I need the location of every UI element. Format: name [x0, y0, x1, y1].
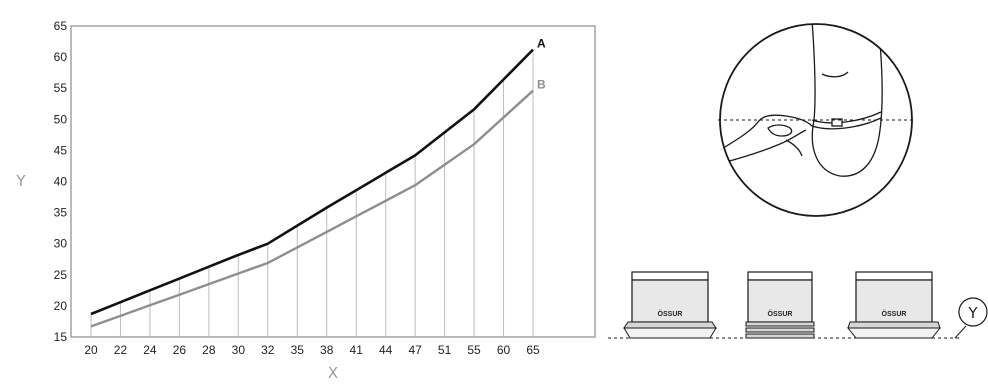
tape-buckle	[831, 118, 843, 127]
thumb	[767, 124, 793, 137]
liner-cup-2: ÖSSUR	[745, 271, 815, 339]
x-tick-label: 22	[114, 343, 128, 357]
knee-crease	[821, 71, 849, 78]
callout-label: Y	[967, 304, 978, 322]
liner-cups-illustration: ÖSSUR ÖSSUR ÖSSUR Y	[608, 271, 988, 339]
y-tick-label: 25	[54, 268, 68, 282]
x-tick-label: 51	[438, 343, 452, 357]
x-tick-label: 28	[202, 343, 216, 357]
leg-outline	[811, 24, 883, 177]
x-tick-label: 47	[408, 343, 422, 357]
x-tick-label: 60	[497, 343, 511, 357]
y-tick-labels: 15 20 25 30 35 40 45 50 55 60 65	[54, 19, 68, 344]
y-tick-label: 45	[54, 143, 68, 157]
x-tick-label: 20	[84, 343, 98, 357]
x-tick-label: 38	[320, 343, 334, 357]
liner-cup-3: ÖSSUR	[846, 271, 942, 339]
callout-leader	[954, 325, 967, 339]
x-tick-labels: 20 22 24 26 28 30 32 35 38 41 44 47 51 55 60 65	[84, 343, 540, 357]
x-tick-label: 55	[467, 343, 481, 357]
series-line-a	[90, 48, 534, 316]
hand-palm	[725, 129, 807, 163]
y-tick-label: 50	[54, 112, 68, 126]
y-axis-label: Y	[15, 172, 26, 190]
y-tick-label: 40	[54, 175, 68, 189]
y-tick-label: 60	[54, 50, 68, 64]
x-axis-label: X	[328, 364, 338, 382]
x-tick-label: 65	[526, 343, 540, 357]
plot-frame	[70, 25, 596, 338]
series-label-b: B	[537, 78, 546, 92]
series-lines: AB	[90, 37, 546, 328]
x-tick-label: 44	[379, 343, 393, 357]
cup-logo-text: ÖSSUR	[658, 309, 683, 318]
cup-logo-text: ÖSSUR	[768, 309, 793, 318]
vertical-gridlines	[90, 49, 534, 337]
x-tick-label: 26	[173, 343, 187, 357]
y-tick-label: 15	[54, 330, 68, 344]
line-chart: 15 20 25 30 35 40 45 50 55 60 65 20 22 24 26 28 30 32 35 3…	[15, 19, 596, 382]
leg-measurement-illustration	[718, 23, 913, 217]
x-tick-label: 24	[143, 343, 157, 357]
x-tick-label: 35	[291, 343, 305, 357]
tape-back	[811, 111, 882, 124]
x-tick-label: 32	[261, 343, 275, 357]
y-tick-label: 20	[54, 299, 68, 313]
finger	[785, 139, 803, 157]
cup-logo-text: ÖSSUR	[882, 309, 907, 318]
callout-circle	[958, 297, 988, 327]
y-tick-label: 55	[54, 81, 68, 95]
y-tick-label: 30	[54, 237, 68, 251]
y-tick-label: 35	[54, 206, 68, 220]
y-tick-label: 65	[54, 19, 68, 33]
liner-cup-1: ÖSSUR	[623, 271, 717, 339]
x-tick-label: 30	[232, 343, 246, 357]
x-tick-label: 41	[350, 343, 364, 357]
series-line-b	[90, 89, 534, 328]
tape-front	[811, 117, 882, 130]
series-label-a: A	[537, 37, 546, 51]
